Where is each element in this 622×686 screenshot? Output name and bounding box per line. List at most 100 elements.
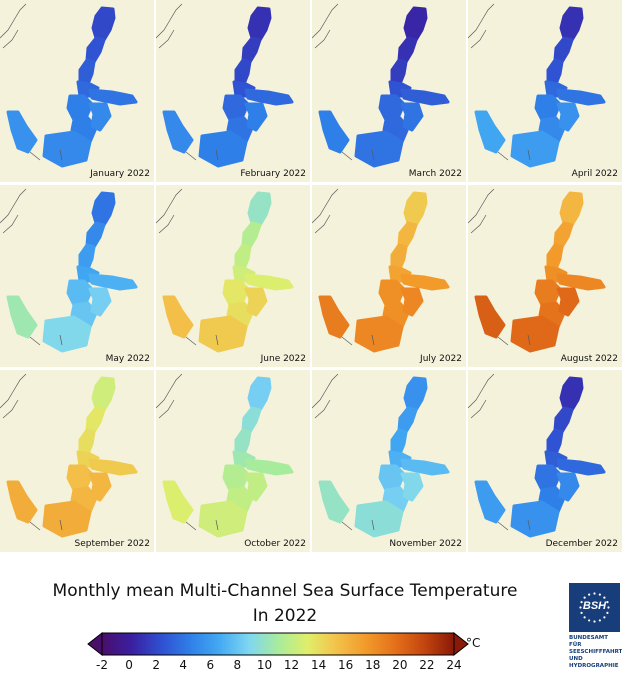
- sea-basin: [66, 94, 94, 122]
- colorbar-tick-label: 6: [206, 658, 215, 672]
- month-panel: November 2022: [312, 370, 466, 552]
- sea-basin: [354, 315, 404, 353]
- sea-basin: [474, 110, 506, 154]
- coastline: [312, 3, 375, 161]
- sea-basin: [559, 6, 584, 42]
- month-label: April 2022: [571, 169, 618, 179]
- month-label: October 2022: [244, 539, 306, 549]
- colorbar-unit: °C: [466, 636, 481, 650]
- colorbar-gradient: [101, 632, 455, 656]
- sea-basin: [244, 273, 294, 291]
- month-label: November 2022: [389, 539, 462, 549]
- sea-basin: [88, 287, 112, 317]
- logo-line: SEESCHIFFFAHRT: [569, 649, 622, 655]
- coastline: [0, 373, 63, 531]
- month-label: December 2022: [545, 539, 618, 549]
- month-panel: May 2022: [0, 185, 154, 367]
- sea-basin: [546, 428, 564, 456]
- sea-basin: [403, 191, 428, 227]
- sea-basin: [88, 273, 138, 291]
- sea-basin: [244, 472, 268, 502]
- month-panel: February 2022: [156, 0, 310, 182]
- sea-basin: [559, 191, 584, 227]
- month-panel: October 2022: [156, 370, 310, 552]
- month-panel: January 2022: [0, 0, 154, 182]
- month-panel: September 2022: [0, 370, 154, 552]
- sea-basin: [198, 315, 248, 353]
- coastline: [468, 3, 531, 161]
- month-label: March 2022: [408, 169, 462, 179]
- sea-basin: [556, 88, 606, 106]
- sea-basin: [378, 464, 406, 492]
- month-panel: December 2022: [468, 370, 622, 552]
- sea-basin: [88, 472, 112, 502]
- sea-basin: [556, 102, 580, 132]
- sea-basin: [400, 287, 424, 317]
- coastline: [312, 188, 375, 346]
- sea-basin: [78, 58, 96, 86]
- sea-basin: [378, 279, 406, 307]
- logo-line: BUNDESAMT FÜR: [569, 635, 609, 648]
- sea-basin: [400, 88, 450, 106]
- month-panel: April 2022: [468, 0, 622, 182]
- sea-basin: [553, 406, 574, 434]
- sea-basin: [318, 295, 350, 339]
- sst-map: [0, 188, 138, 353]
- sea-basin: [400, 273, 450, 291]
- sea-basin: [244, 458, 294, 476]
- month-panel: July 2022: [312, 185, 466, 367]
- coastline: [0, 3, 63, 161]
- colorbar-min-arrow: [87, 631, 103, 657]
- month-panel: June 2022: [156, 185, 310, 367]
- coastline: [0, 188, 63, 346]
- figure-title: Monthly mean Multi-Channel Sea Surface T…: [52, 581, 518, 601]
- sea-basin: [354, 500, 404, 538]
- colorbar-tick-label: 12: [283, 658, 300, 672]
- sea-basin: [42, 500, 92, 538]
- sea-basin: [88, 102, 112, 132]
- sea-basin: [559, 376, 584, 412]
- sea-basin: [510, 130, 560, 168]
- colorbar-tick-label: -2: [96, 658, 108, 672]
- bsh-logo: BSH: [569, 583, 620, 632]
- sea-basin: [234, 243, 252, 271]
- colorbar-tick-label: 10: [256, 658, 273, 672]
- colorbar-tick-label: 16: [338, 658, 354, 672]
- sea-basin: [390, 428, 408, 456]
- logo-agency-name: BUNDESAMT FÜR SEESCHIFFFAHRT UND HYDROGR…: [569, 635, 622, 670]
- map-grid: January 2022 February 2022 March 2022 April…: [0, 0, 622, 552]
- month-label: July 2022: [420, 354, 462, 364]
- sea-basin: [244, 102, 268, 132]
- sea-basin: [247, 376, 272, 412]
- sea-basin: [222, 94, 250, 122]
- logo-line: HYDROGRAPHIE: [569, 663, 619, 669]
- coastline: [156, 373, 219, 531]
- sea-basin: [318, 480, 350, 524]
- sea-basin: [400, 472, 424, 502]
- sea-basin: [397, 36, 418, 64]
- sea-basin: [553, 221, 574, 249]
- sea-basin: [42, 315, 92, 353]
- month-label: January 2022: [90, 169, 150, 179]
- sst-map: [0, 373, 138, 538]
- sea-basin: [241, 406, 262, 434]
- sea-basin: [403, 376, 428, 412]
- coastline: [156, 188, 219, 346]
- colorbar-ticks: -2 0 2 4 6 8 10 12 14 16 18 20 22 24: [0, 658, 622, 674]
- sst-map: [312, 3, 450, 168]
- colorbar-tick-label: 2: [152, 658, 160, 672]
- sea-basin: [244, 287, 268, 317]
- logo-line: UND: [569, 656, 583, 662]
- sea-basin: [318, 110, 350, 154]
- sea-basin: [91, 191, 116, 227]
- sea-basin: [198, 130, 248, 168]
- sea-basin: [162, 480, 194, 524]
- colorbar-max-arrow: [453, 631, 469, 657]
- sst-map: [156, 3, 294, 168]
- sea-basin: [241, 36, 262, 64]
- sst-map: [0, 3, 138, 168]
- colorbar-tick-label: 18: [365, 658, 381, 672]
- sea-basin: [390, 243, 408, 271]
- sea-basin: [66, 279, 94, 307]
- sea-basin: [553, 36, 574, 64]
